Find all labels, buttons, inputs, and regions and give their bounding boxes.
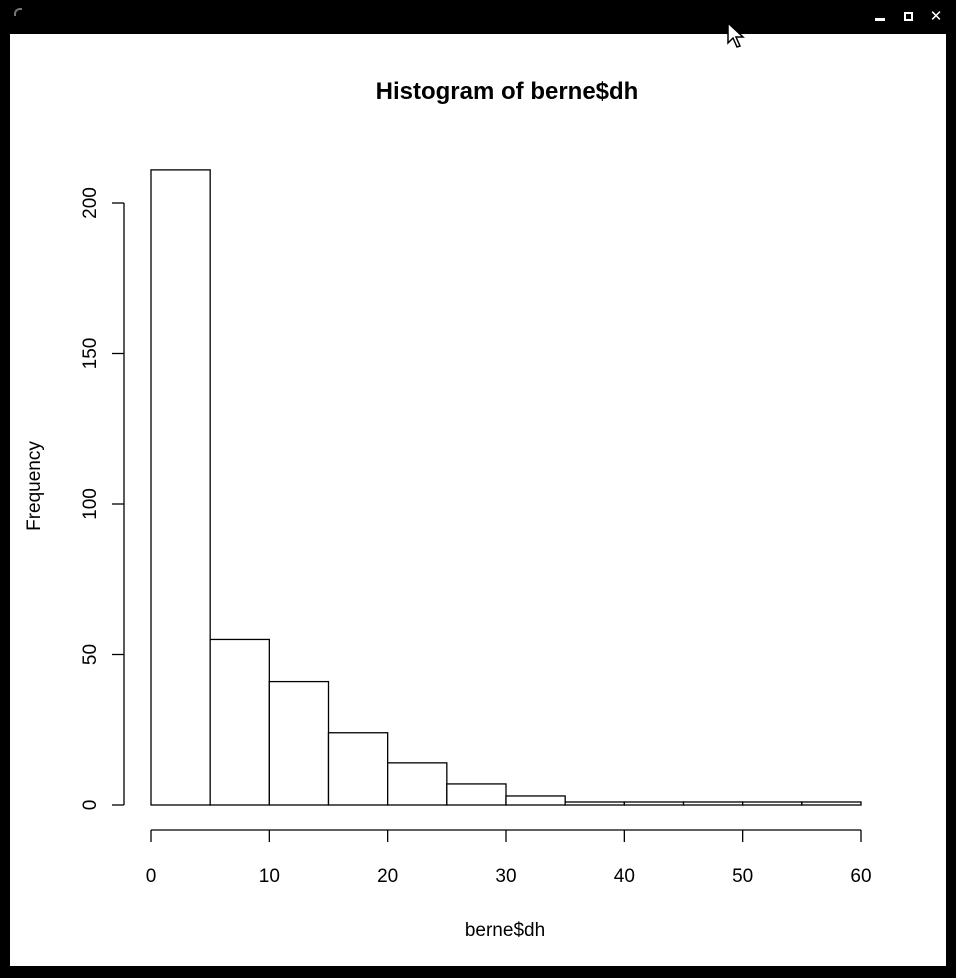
histogram-bar	[446, 783, 507, 806]
bars-group	[150, 169, 862, 806]
chart-title: Histogram of berne$dh	[376, 78, 639, 105]
x-tick-label: 50	[732, 866, 753, 887]
histogram-bar	[564, 801, 625, 806]
x-axis-label: berne$dh	[465, 920, 545, 941]
histogram-bar	[682, 801, 744, 806]
histogram-bar	[505, 795, 566, 806]
y-axis: 0 50 100 150 200	[80, 187, 125, 811]
x-tick-label: 60	[850, 866, 871, 887]
x-tick-label: 40	[614, 866, 635, 887]
histogram-bar	[387, 762, 448, 806]
histogram-bar	[623, 801, 685, 806]
maximize-icon[interactable]	[898, 6, 918, 26]
mouse-pointer-icon	[727, 22, 745, 48]
minimize-icon[interactable]	[870, 6, 890, 26]
histogram-bar	[209, 638, 270, 806]
y-tick-label: 200	[80, 187, 101, 219]
title-bar[interactable]: ✕	[0, 0, 956, 34]
x-tick-label: 10	[259, 866, 280, 887]
histogram-bar	[327, 732, 389, 806]
histogram-bar	[150, 169, 211, 806]
x-axis: 0 10 20 30 40 50 60	[146, 829, 872, 887]
y-tick-label: 100	[80, 488, 101, 520]
histogram-chart: Histogram of berne$dh berne$dh Frequency…	[24, 78, 872, 941]
x-tick-label: 30	[495, 866, 516, 887]
y-tick-label: 150	[80, 338, 101, 370]
window-menu-icon[interactable]	[14, 8, 22, 16]
histogram-bar	[268, 680, 330, 806]
histogram-bar	[801, 801, 862, 806]
plot-canvas: Histogram of berne$dh berne$dh Frequency…	[10, 34, 946, 966]
window-controls: ✕	[870, 6, 946, 26]
histogram-bar	[742, 801, 803, 806]
x-tick-label: 0	[146, 866, 157, 887]
y-tick-label: 50	[80, 644, 101, 665]
close-icon[interactable]: ✕	[929, 7, 943, 25]
y-tick-label: 0	[80, 800, 101, 811]
x-tick-label: 20	[377, 866, 398, 887]
y-axis-label: Frequency	[24, 441, 45, 531]
